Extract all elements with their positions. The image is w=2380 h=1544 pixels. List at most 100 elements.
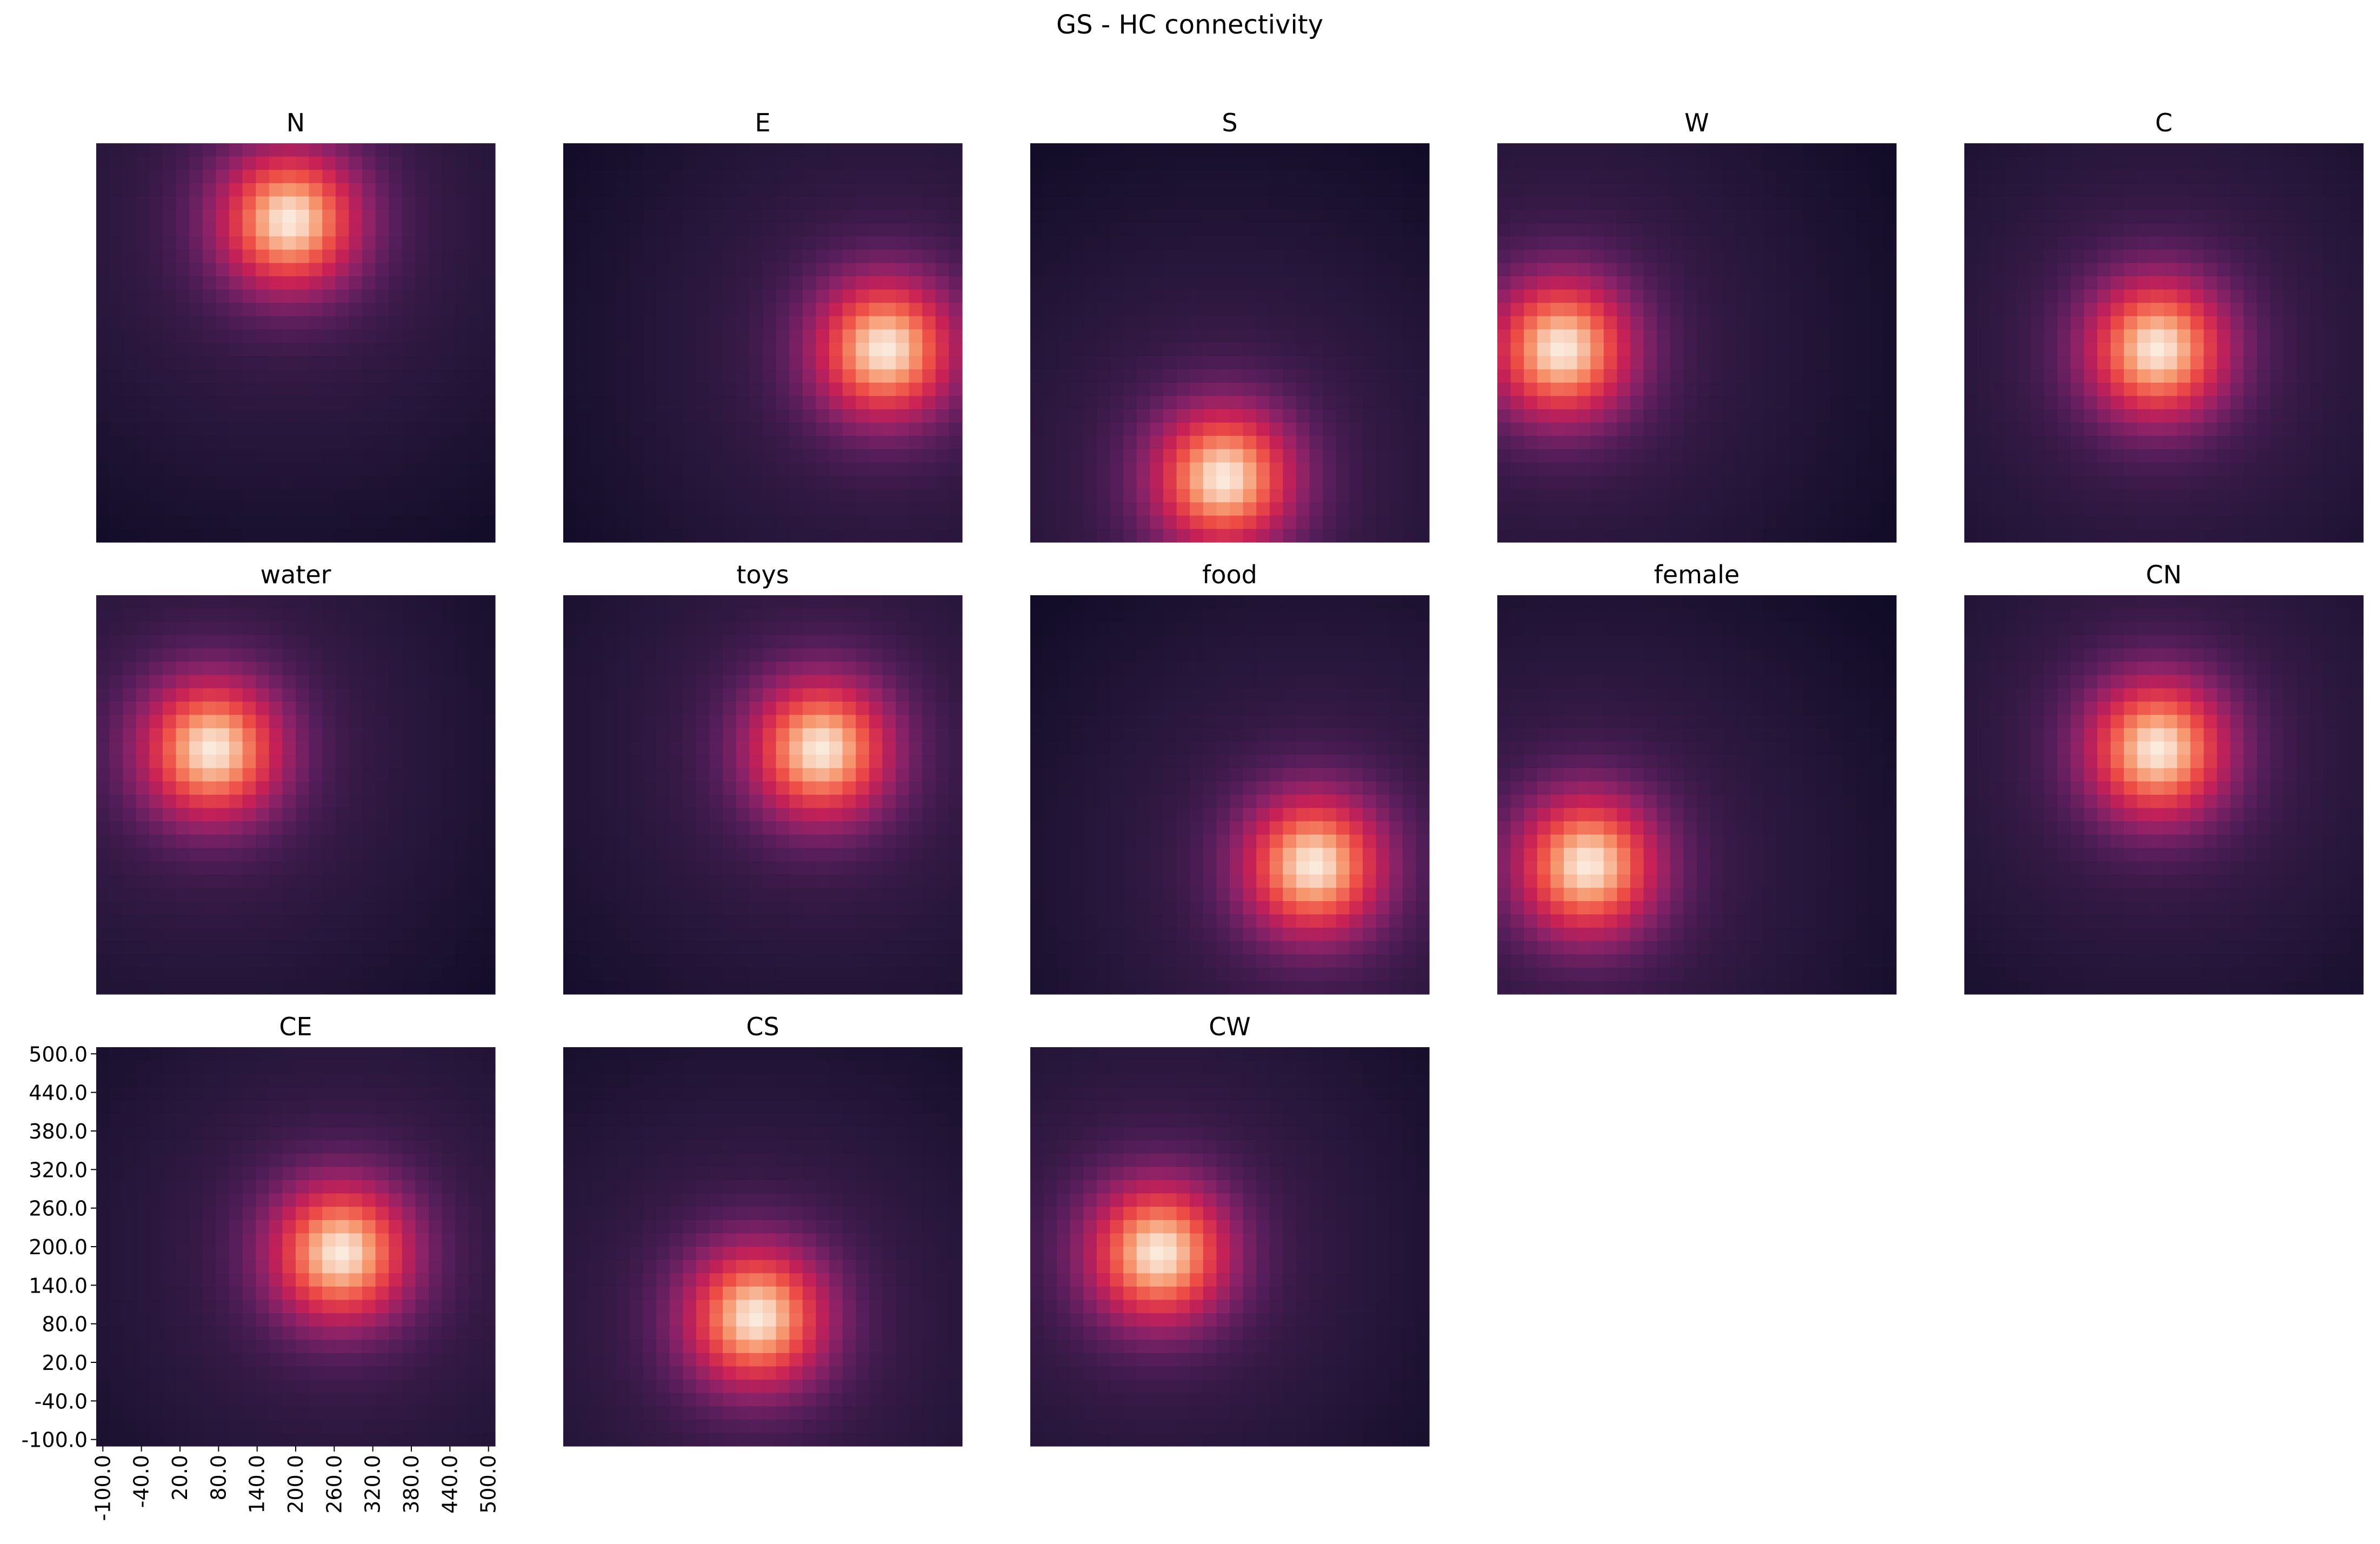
heatmap-cell bbox=[362, 701, 376, 715]
heatmap-cell bbox=[242, 396, 256, 410]
heatmap-cell bbox=[362, 608, 376, 622]
heatmap-cell bbox=[1123, 436, 1137, 450]
heatmap-cell bbox=[1309, 343, 1323, 357]
heatmap-cell bbox=[1043, 436, 1057, 450]
heatmap-cell bbox=[1363, 409, 1377, 423]
heatmap-cell bbox=[922, 396, 936, 410]
heatmap-cell bbox=[149, 515, 163, 529]
heatmap-cell bbox=[2257, 382, 2271, 396]
heatmap-cell bbox=[202, 183, 216, 197]
heatmap-cell bbox=[1269, 436, 1283, 450]
heatmap-cell bbox=[375, 170, 389, 184]
heatmap-cell bbox=[909, 462, 923, 476]
heatmap-cell bbox=[856, 422, 870, 436]
heatmap-cell bbox=[1070, 409, 1084, 423]
heatmap-cell bbox=[1043, 502, 1057, 516]
heatmap-cell bbox=[136, 808, 150, 822]
heatmap-cell bbox=[296, 382, 310, 396]
heatmap-cell bbox=[829, 343, 843, 357]
heatmap-cell bbox=[749, 143, 763, 157]
heatmap-cell bbox=[322, 276, 336, 290]
heatmap-cell bbox=[669, 223, 683, 237]
heatmap-cell bbox=[1097, 183, 1111, 197]
heatmap-cell bbox=[1110, 196, 1124, 210]
heatmap-cell bbox=[1030, 515, 1044, 529]
heatmap-cell bbox=[149, 303, 163, 317]
heatmap-cell bbox=[415, 382, 429, 396]
heatmap-cell bbox=[362, 529, 376, 543]
heatmap-cell bbox=[630, 356, 644, 370]
heatmap-cell bbox=[2350, 502, 2364, 516]
heatmap-cell bbox=[1550, 343, 1564, 357]
heatmap-cell bbox=[1110, 502, 1124, 516]
heatmap-cell bbox=[2164, 289, 2178, 303]
heatmap-cell bbox=[1163, 170, 1177, 184]
heatmap-cell bbox=[2031, 156, 2045, 170]
heatmap-cell bbox=[2057, 303, 2071, 317]
heatmap-cell bbox=[1163, 289, 1177, 303]
heatmap-cell bbox=[1123, 489, 1137, 503]
heatmap-cell bbox=[2044, 515, 2058, 529]
heatmap-cell bbox=[1416, 196, 1430, 210]
heatmap-cell bbox=[1110, 369, 1124, 383]
heatmap-cell bbox=[1723, 289, 1737, 303]
heatmap-cell bbox=[1856, 369, 1870, 383]
heatmap-cell bbox=[1750, 369, 1764, 383]
heatmap-cell bbox=[2190, 382, 2204, 396]
heatmap-cell bbox=[1843, 409, 1857, 423]
heatmap-cell bbox=[1030, 502, 1044, 516]
heatmap-cell bbox=[1190, 303, 1204, 317]
heatmap-cell bbox=[763, 382, 777, 396]
heatmap-cell bbox=[1176, 502, 1190, 516]
heatmap-cell bbox=[1256, 449, 1270, 463]
heatmap-cell bbox=[563, 476, 577, 490]
heatmap-cell bbox=[2310, 515, 2324, 529]
heatmap-cell bbox=[1136, 223, 1150, 237]
heatmap-cell bbox=[189, 781, 203, 795]
heatmap-cell bbox=[1803, 263, 1817, 277]
heatmap-cell bbox=[1736, 276, 1750, 290]
heatmap-cell bbox=[842, 515, 856, 529]
heatmap-cell bbox=[349, 263, 363, 277]
heatmap-cell bbox=[856, 223, 870, 237]
heatmap-cell bbox=[1991, 329, 2005, 343]
heatmap-cell bbox=[415, 781, 429, 795]
heatmap-cell bbox=[1869, 156, 1883, 170]
heatmap-cell bbox=[442, 595, 456, 609]
heatmap-cell bbox=[109, 329, 123, 343]
heatmap-cell bbox=[1349, 343, 1363, 357]
heatmap-cell bbox=[2336, 489, 2350, 503]
heatmap-cell bbox=[442, 303, 456, 317]
heatmap-cell bbox=[96, 436, 110, 450]
heatmap-cell bbox=[1763, 436, 1777, 450]
heatmap-cell bbox=[1550, 476, 1564, 490]
heatmap-cell bbox=[1136, 289, 1150, 303]
heatmap-cell bbox=[216, 143, 230, 157]
heatmap-cell bbox=[1683, 329, 1697, 343]
heatmap-cell bbox=[1349, 156, 1363, 170]
heatmap-cell bbox=[776, 236, 790, 250]
heatmap-cell bbox=[1564, 382, 1578, 396]
heatmap-cell bbox=[1150, 502, 1164, 516]
heatmap-cell bbox=[282, 396, 296, 410]
heatmap-cell bbox=[590, 329, 604, 343]
heatmap-cell bbox=[362, 662, 376, 676]
heatmap-cell bbox=[2110, 156, 2124, 170]
heatmap-cell bbox=[1216, 143, 1230, 157]
heatmap-cell bbox=[842, 303, 856, 317]
heatmap-cell bbox=[1283, 316, 1297, 330]
heatmap-cell bbox=[1336, 515, 1350, 529]
heatmap-cell bbox=[163, 396, 177, 410]
heatmap-cell bbox=[909, 356, 923, 370]
heatmap-cell bbox=[616, 369, 630, 383]
heatmap-cell bbox=[1991, 249, 2005, 263]
heatmap-cell bbox=[2031, 329, 2045, 343]
heatmap-cell bbox=[2217, 303, 2231, 317]
heatmap-cell bbox=[202, 422, 216, 436]
heatmap-cell bbox=[683, 343, 697, 357]
heatmap-cell bbox=[1389, 436, 1403, 450]
heatmap-cell bbox=[216, 489, 230, 503]
heatmap-cell bbox=[1790, 529, 1804, 543]
heatmap-cell bbox=[802, 170, 816, 184]
heatmap-cell bbox=[1617, 276, 1631, 290]
